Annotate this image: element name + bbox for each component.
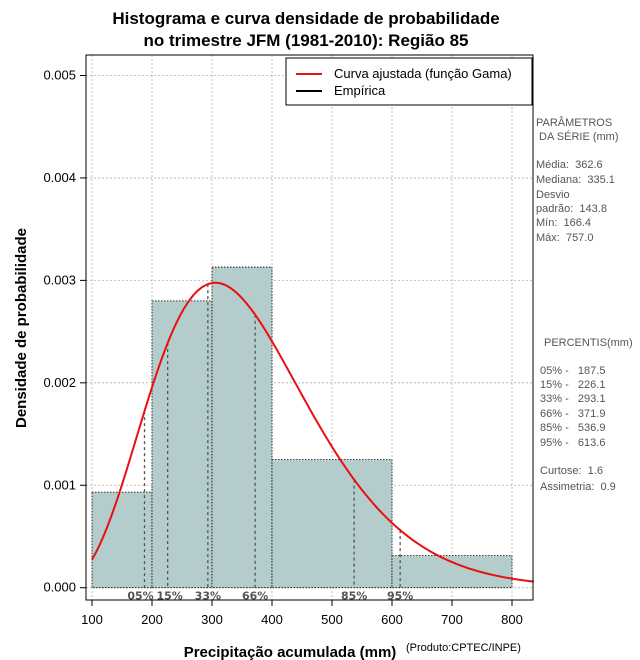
x-tick-label: 800 — [501, 612, 523, 627]
percentil-85: 85% - 536.9 — [540, 422, 605, 434]
y-tick-label: 0.005 — [43, 67, 76, 82]
stat-median: Mediana: 335.1 — [536, 174, 615, 186]
x-tick-label: 500 — [321, 612, 343, 627]
gamma-curve-layer — [91, 281, 534, 583]
legend-label-curve: Curva ajustada (função Gama) — [334, 66, 512, 81]
y-axis-title: Densidade de probabilidade — [13, 228, 30, 428]
chart-title-line1: Histograma e curva densidade de probabil… — [112, 9, 499, 28]
legend: Curva ajustada (função Gama) Empírica — [285, 57, 533, 106]
product-credit: (Produto:CPTEC/INPE) — [406, 642, 521, 654]
y-tick-label: 0.003 — [43, 272, 76, 287]
series-parameters-panel: PARÂMETROS DA SÉRIE (mm) Média: 362.6 Me… — [536, 116, 633, 493]
percentile-label: 33% — [195, 590, 221, 603]
legend-label-empirical: Empírica — [334, 83, 386, 98]
axes: 100 200 300 400 500 600 700 800 0.000 0.001 0.002 0… — [43, 67, 522, 627]
stat-max: Máx: 757.0 — [536, 232, 593, 244]
percentil-15: 15% - 226.1 — [540, 379, 605, 391]
x-tick-label: 600 — [381, 612, 403, 627]
legend-box — [285, 57, 533, 106]
histogram-bar — [151, 300, 213, 589]
percentil-33: 33% - 293.1 — [540, 393, 605, 405]
plot-frame — [85, 54, 534, 601]
percentile-label: 05% — [127, 590, 153, 603]
histogram-bar — [271, 459, 393, 589]
percentile-label: 66% — [242, 590, 268, 603]
stat-min: Mín: 166.4 — [536, 217, 591, 229]
percentil-66: 66% - 371.9 — [540, 408, 605, 420]
x-tick-label: 400 — [261, 612, 283, 627]
percentil-95: 95% - 613.6 — [540, 437, 605, 449]
gamma-density-curve — [91, 281, 534, 583]
chart-title-line2: no trimestre JFM (1981-2010): Região 85 — [143, 31, 468, 50]
stat-kurtosis: Curtose: 1.6 — [540, 465, 603, 477]
x-tick-label: 700 — [441, 612, 463, 627]
stat-stddev-label: Desvio — [536, 189, 570, 201]
x-tick-label: 200 — [141, 612, 163, 627]
percentil-05: 05% - 187.5 — [540, 365, 605, 377]
y-tick-label: 0.000 — [43, 580, 76, 595]
x-axis-title: Precipitação acumulada (mm) — [184, 644, 397, 660]
stat-stddev-value: padrão: 143.8 — [536, 203, 607, 215]
params-title-line2: DA SÉRIE (mm) — [536, 130, 619, 143]
params-title-line1: PARÂMETROS — [536, 116, 612, 129]
histogram-bars — [91, 266, 513, 589]
x-tick-label: 300 — [201, 612, 223, 627]
percentis-title: PERCENTIS(mm) — [544, 337, 633, 349]
y-tick-label: 0.004 — [43, 170, 76, 185]
percentile-label: 85% — [341, 590, 367, 603]
percentile-label: 15% — [156, 590, 182, 603]
stat-skewness: Assimetria: 0.9 — [540, 481, 616, 493]
stat-mean: Média: 362.6 — [536, 159, 603, 171]
x-tick-label: 100 — [81, 612, 103, 627]
histogram-bar — [391, 555, 513, 589]
percentile-label: 95% — [387, 590, 413, 603]
percentile-markers: 05% 15% 33% 66% 85% 95% — [127, 284, 413, 603]
histogram-bar — [211, 266, 273, 589]
y-tick-label: 0.002 — [43, 375, 76, 390]
y-tick-label: 0.001 — [43, 477, 76, 492]
